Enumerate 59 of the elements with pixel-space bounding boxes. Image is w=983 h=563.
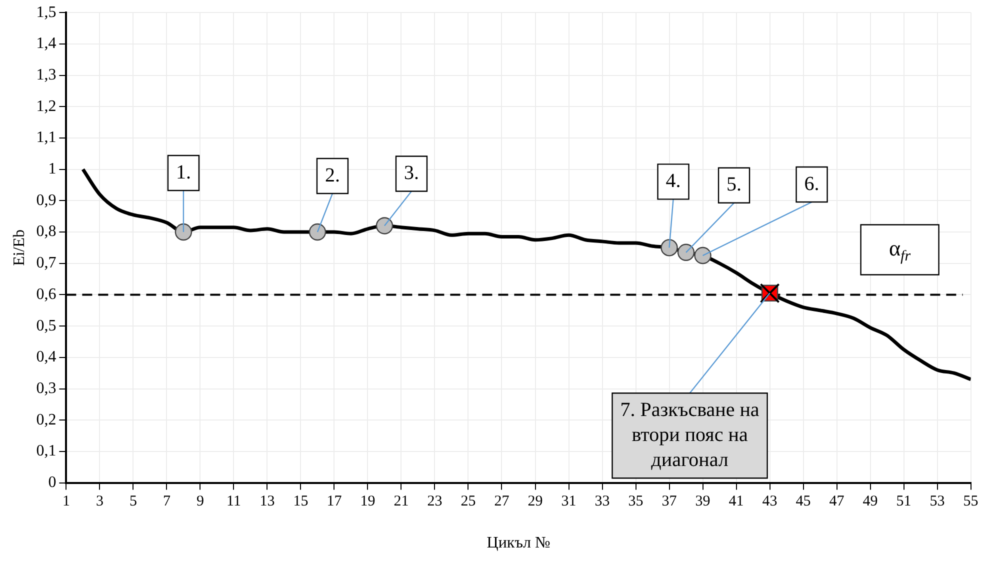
x-tick-label: 35: [628, 494, 644, 510]
x-tick-label: 15: [293, 494, 308, 510]
x-tick-label: 51: [896, 494, 912, 510]
x-tick-label: 11: [226, 494, 241, 510]
x-tick-label: 53: [930, 494, 945, 510]
x-tick-label: 49: [862, 494, 878, 510]
y-axis-title: Ei/Eb: [10, 229, 28, 266]
y-tick-label: 0,7: [36, 254, 56, 272]
x-tick-label: 45: [796, 494, 811, 510]
annotation: 5.: [726, 174, 742, 196]
x-tick-label: 33: [594, 494, 610, 510]
point: [376, 217, 394, 234]
y-tick-label: 0,2: [36, 411, 56, 428]
x-tick-label: 37: [662, 494, 678, 510]
x-tick-label: 13: [260, 494, 275, 510]
x-tick-label: 3: [96, 494, 104, 510]
y-tick-label: 0,4: [36, 348, 56, 366]
x-tick-label: 27: [494, 494, 510, 510]
y-tick-label: 1,2: [36, 98, 56, 115]
y-tick-label: 0,1: [36, 442, 56, 460]
x-tick-label: 21: [394, 494, 409, 510]
y-tick-label: 0,9: [36, 192, 56, 209]
x-tick-label: 55: [963, 494, 978, 510]
x-tick-label: 29: [528, 494, 543, 510]
x-axis-title: Цикъл №: [486, 534, 550, 552]
annotation: 2.: [324, 164, 340, 186]
y-tick-label: 1,1: [36, 129, 56, 146]
y-tick-label: 0,5: [36, 317, 56, 334]
point: [308, 223, 326, 241]
x-tick-label: 1: [62, 494, 70, 510]
x-tick-label: 17: [326, 494, 342, 510]
annotation: 3.: [404, 162, 419, 184]
y-tick-label: 1,4: [36, 35, 56, 52]
x-tick-label: 7: [162, 494, 171, 510]
x-tick-label: 25: [460, 494, 476, 510]
point: [660, 239, 678, 256]
point: [677, 244, 695, 261]
x-tick-label: 47: [829, 494, 845, 510]
y-tick-label: 1,3: [36, 66, 56, 84]
annotation: 1.: [176, 161, 191, 184]
x-tick-label: 9: [196, 494, 204, 510]
point: [174, 223, 192, 241]
x-tick-label: 43: [762, 494, 778, 510]
annotation: 7. Разкъсване на втори пояс на диагонал: [620, 398, 760, 471]
y-tick-label: 1,5: [36, 4, 56, 21]
y-tick-label: 0: [48, 474, 56, 492]
x-tick-label: 31: [561, 494, 576, 510]
x-tick-label: 39: [695, 494, 710, 510]
x-tick-label: 41: [728, 494, 744, 510]
point: [694, 246, 712, 264]
x-tick-label: 23: [427, 494, 442, 510]
x-tick-label: 19: [360, 494, 376, 510]
annotation: 6.: [804, 172, 820, 195]
y-tick-label: 1: [48, 160, 56, 178]
y-tick-label: 0,8: [36, 223, 56, 240]
x-tick-label: 5: [129, 494, 137, 510]
y-tick-label: 0,6: [36, 286, 56, 303]
annotation: 4.: [666, 170, 681, 192]
y-tick-label: 0,3: [36, 380, 56, 397]
